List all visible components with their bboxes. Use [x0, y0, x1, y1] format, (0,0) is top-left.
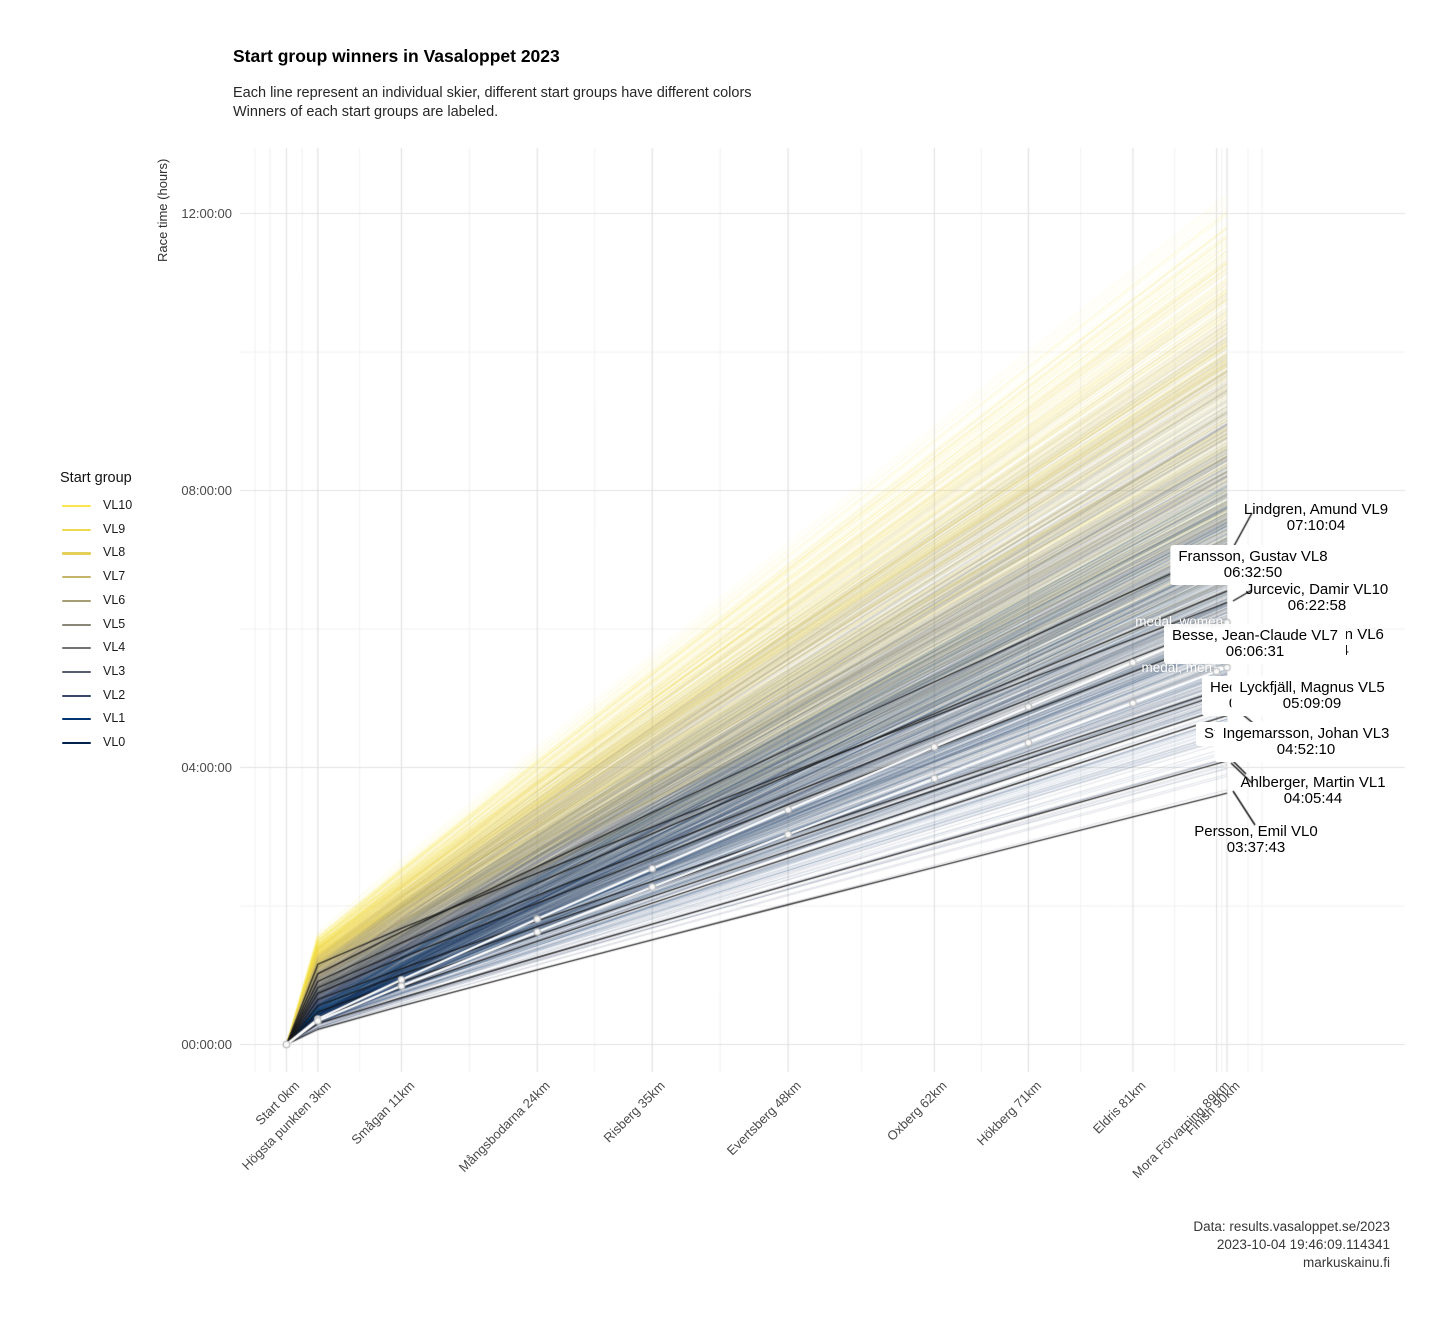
- winner-vl10-name: Jurcevic, Damir VL10: [1245, 581, 1389, 598]
- y-tick-label: 04:00:00: [181, 759, 232, 775]
- winner-vl7-label: Besse, Jean-Claude VL7 06:06:31: [1164, 624, 1346, 664]
- legend-item-label: VL2: [103, 687, 126, 702]
- winner-vl0-time: 03:37:43: [1226, 839, 1286, 856]
- winner-vl8-name: Fransson, Gustav VL8: [1178, 548, 1328, 565]
- winner-vl5-time: 05:09:09: [1282, 695, 1342, 712]
- chart-subtitle-line2: Winners of each start groups are labeled…: [233, 104, 499, 120]
- winner-vl0-label: Persson, Emil VL0 03:37:43: [1194, 824, 1317, 856]
- winner-vl9-name: Lindgren, Amund VL9: [1243, 501, 1389, 518]
- legend-item-label: VL7: [103, 569, 126, 584]
- winner-vl1-label: Ahlberger, Martin VL1 04:05:44: [1240, 775, 1385, 807]
- legend-item-label: VL1: [103, 711, 126, 726]
- chart-title: Start group winners in Vasaloppet 2023: [233, 46, 560, 66]
- footer-author: markuskainu.fi: [1302, 1255, 1390, 1270]
- legend-line-swatch: [62, 552, 91, 555]
- winner-vl7-name: Besse, Jean-Claude VL7: [1172, 627, 1338, 644]
- legend-line-swatch: [62, 505, 91, 508]
- winner-vl1-name: Ahlberger, Martin VL1: [1240, 774, 1386, 791]
- legend-item-label: VL5: [103, 616, 126, 631]
- winner-vl8-label: Fransson, Gustav VL8 06:32:50: [1170, 545, 1336, 585]
- legend-line-swatch: [62, 647, 91, 650]
- medal-women-label: medal, women: [1135, 614, 1223, 629]
- winner-vl7-time: 06:06:31: [1225, 643, 1285, 660]
- winner-vl10-time: 06:22:58: [1287, 597, 1347, 614]
- legend-title: Start group: [60, 470, 132, 486]
- chart-subtitle-line1: Each line represent an individual skier,…: [233, 85, 752, 101]
- legend-line-swatch: [62, 599, 91, 602]
- winner-vl5-label: Lyckfjäll, Magnus VL5 05:09:09: [1231, 676, 1393, 716]
- y-axis-title: Race time (hours): [155, 158, 170, 262]
- y-tick-label: 08:00:00: [181, 482, 232, 498]
- legend-item-label: VL10: [103, 498, 133, 512]
- legend-line-swatch: [62, 694, 91, 697]
- winner-vl10-label: Jurcevic, Damir VL10 06:22:58: [1246, 582, 1389, 614]
- legend-item-label: VL3: [103, 663, 126, 678]
- legend-line-swatch: [62, 718, 91, 721]
- legend-line-swatch: [62, 576, 91, 579]
- legend-line-swatch: [62, 623, 91, 626]
- legend-item-label: VL0: [103, 735, 126, 749]
- winner-vl3-time: 04:52:10: [1276, 741, 1336, 758]
- legend-item-label: VL4: [103, 640, 126, 655]
- y-tick-label: 00:00:00: [181, 1036, 232, 1052]
- winner-vl3-label: Ingemarsson, Johan VL3 04:52:10: [1214, 722, 1398, 762]
- winner-vl3-name: Ingemarsson, Johan VL3: [1222, 725, 1390, 742]
- y-tick-label: 12:00:00: [181, 205, 232, 221]
- legend-item-label: VL9: [103, 521, 126, 536]
- winner-vl9-time: 07:10:04: [1286, 517, 1346, 534]
- legend-line-swatch: [62, 528, 91, 531]
- winner-vl1-time: 04:05:44: [1283, 790, 1343, 807]
- footer-data-source: Data: results.vasaloppet.se/2023: [1193, 1219, 1390, 1234]
- footer-timestamp: 2023-10-04 19:46:09.114341: [1216, 1237, 1390, 1252]
- legend-item-label: VL8: [103, 545, 126, 560]
- legend-line-swatch: [62, 742, 91, 745]
- medal-men-label: medal, men: [1141, 660, 1212, 675]
- winner-vl5-name: Lyckfjäll, Magnus VL5: [1239, 679, 1385, 696]
- winner-vl8-time: 06:32:50: [1223, 564, 1283, 581]
- winner-vl0-name: Persson, Emil VL0: [1194, 823, 1318, 840]
- legend-item-label: VL6: [103, 592, 126, 607]
- winner-vl9-label: Lindgren, Amund VL9 07:10:04: [1244, 502, 1388, 534]
- legend-line-swatch: [62, 670, 91, 674]
